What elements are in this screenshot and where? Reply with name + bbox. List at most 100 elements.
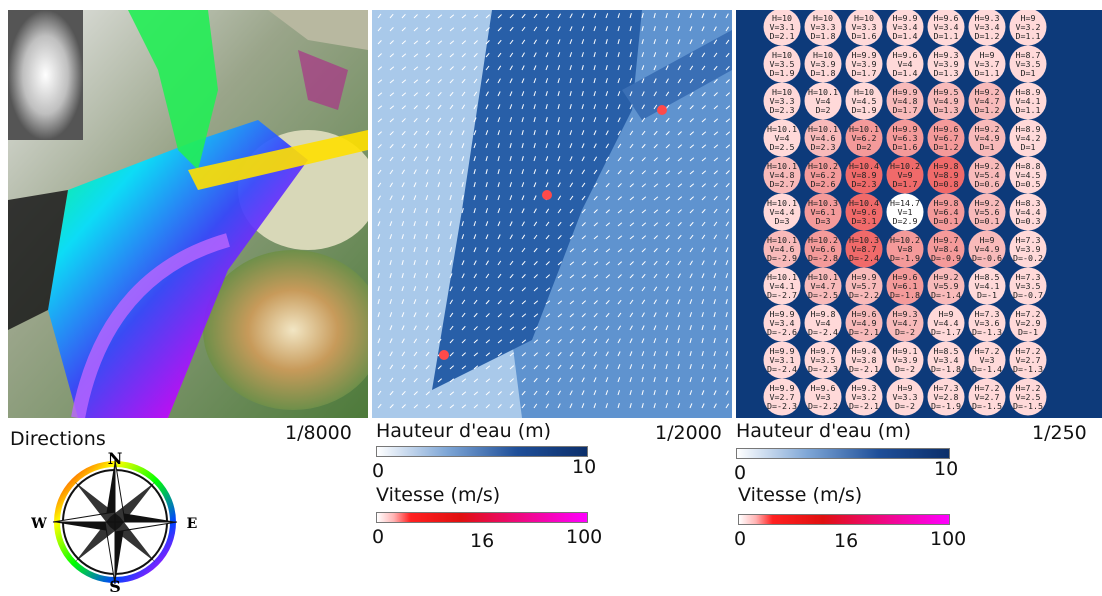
flow-arrow <box>509 391 514 396</box>
flow-arrow <box>389 143 394 149</box>
flow-arrow <box>593 195 598 201</box>
flow-arrow <box>533 390 538 396</box>
flow-arrow <box>689 131 695 136</box>
cell-circle <box>804 193 842 231</box>
flow-arrow <box>593 390 597 396</box>
flow-arrow <box>605 91 609 97</box>
flow-arrow <box>413 312 417 318</box>
flow-arrow <box>557 221 562 227</box>
flow-arrow <box>533 39 537 45</box>
cell-value-text: H=9.2 <box>975 87 1000 97</box>
flow-arrow <box>713 208 718 214</box>
flow-arrow <box>569 248 575 253</box>
flow-arrow <box>425 66 431 71</box>
flow-arrow <box>653 403 656 409</box>
flow-arrow <box>677 118 682 123</box>
flow-arrow <box>701 170 707 175</box>
cell-value-text: V=4.1 <box>1016 96 1041 106</box>
flow-arrow <box>389 221 393 227</box>
flow-arrow <box>389 338 393 344</box>
flow-arrow <box>713 26 717 32</box>
flow-arrow <box>425 391 431 396</box>
cell-circle <box>968 156 1006 194</box>
flow-arrow <box>725 377 729 383</box>
flow-arrow <box>413 325 417 331</box>
flow-arrow <box>401 390 406 396</box>
flow-arrow <box>629 403 632 409</box>
flow-arrow <box>581 52 584 58</box>
cell-value-text: D=1.2 <box>975 31 1000 41</box>
cell-circle <box>968 10 1006 46</box>
cell-value-text: D=2.6 <box>811 179 836 189</box>
flow-arrow <box>641 65 645 71</box>
flow-arrow <box>581 300 587 305</box>
flow-arrow <box>509 378 514 383</box>
flow-arrow <box>617 52 620 58</box>
flow-arrow <box>677 325 681 331</box>
flow-arrow <box>473 40 478 45</box>
flow-arrow <box>389 182 393 188</box>
flow-arrow <box>689 234 694 240</box>
cell-value-text: D=-2.4 <box>808 327 838 337</box>
flow-arrow <box>377 26 382 32</box>
flow-arrow <box>641 222 647 227</box>
flow-arrow <box>641 286 646 292</box>
flow-arrow <box>377 299 380 305</box>
flow-arrow <box>401 40 407 45</box>
cell-value-text: V=4 <box>816 96 831 106</box>
cell-value-text: V=4.8 <box>770 170 795 180</box>
cell-value-text: V=3.3 <box>893 392 918 402</box>
flow-arrow <box>713 131 719 136</box>
flow-arrow <box>401 105 407 110</box>
flow-arrow <box>533 339 539 344</box>
cell-value-text: D=2.1 <box>770 31 795 41</box>
flow-arrow <box>653 260 658 266</box>
flow-arrow <box>533 13 538 19</box>
flow-arrow <box>485 182 488 188</box>
flow-arrow <box>641 364 644 370</box>
flow-arrow <box>701 377 705 383</box>
cell-value-text: H=10 <box>772 87 792 97</box>
flow-arrow <box>557 403 561 409</box>
cell-value-text: D=1.9 <box>770 68 795 78</box>
flow-arrow <box>725 144 731 149</box>
flow-arrow <box>725 351 729 357</box>
flow-arrow <box>497 65 502 71</box>
flow-arrow <box>677 247 682 253</box>
flow-arrow <box>701 221 706 227</box>
flow-arrow <box>545 39 549 45</box>
flow-arrow <box>533 313 539 318</box>
flow-arrow <box>545 26 549 32</box>
flow-arrow <box>401 273 404 279</box>
cell-value-text: H=7.3 <box>1016 272 1041 282</box>
flow-arrow <box>725 273 729 279</box>
cell-circle <box>968 267 1006 305</box>
flow-arrow <box>461 130 465 136</box>
flow-arrow <box>629 196 635 201</box>
cell-value-text: D=-1 <box>1018 327 1038 337</box>
cell-value-text: D=1.8 <box>811 68 836 78</box>
flow-arrow <box>497 78 501 84</box>
flow-arrow <box>617 338 621 344</box>
cell-value-text: D=-0.6 <box>972 253 1002 263</box>
flow-arrow <box>521 313 527 318</box>
flow-arrow <box>461 391 467 396</box>
flow-arrow <box>593 91 596 97</box>
flow-arrow <box>581 117 585 123</box>
flow-arrow <box>389 13 394 19</box>
flow-arrow <box>653 170 659 175</box>
speed-legend-title-mid: Vitesse (m/s) <box>376 484 501 506</box>
flow-arrow <box>521 390 526 396</box>
flow-arrow <box>545 117 548 123</box>
flow-arrow <box>545 156 549 162</box>
flow-arrow <box>497 208 501 214</box>
flow-arrow <box>509 273 514 279</box>
cell-circle <box>1009 230 1047 268</box>
flow-arrow <box>581 261 587 266</box>
cell-circle <box>845 267 883 305</box>
flow-arrow <box>677 260 682 266</box>
flow-arrow <box>401 27 406 32</box>
flow-arrow <box>413 92 419 97</box>
flow-arrow <box>569 390 573 396</box>
flow-arrow <box>653 351 657 357</box>
